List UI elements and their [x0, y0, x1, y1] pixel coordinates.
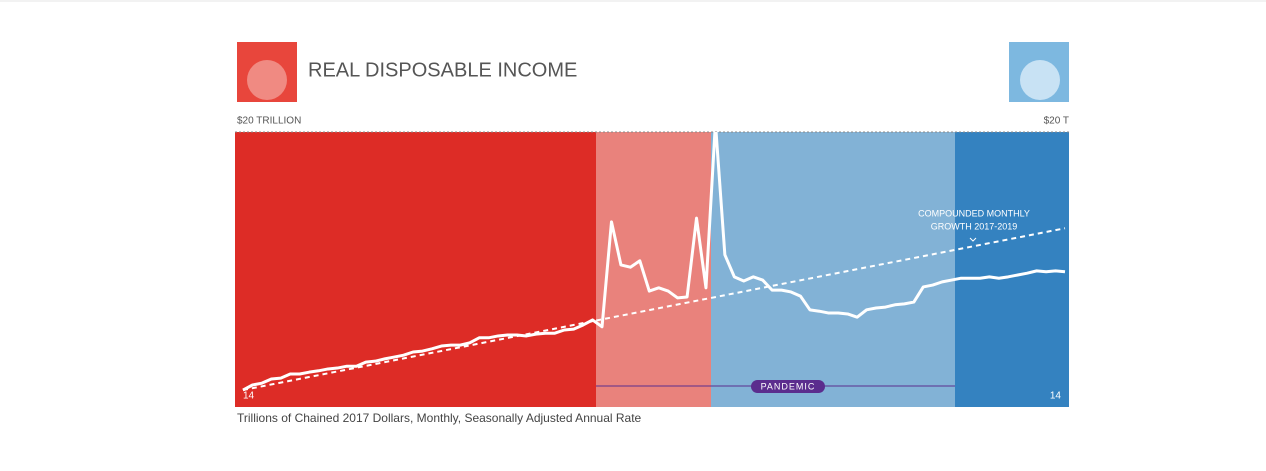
y-tick-label: $20 TRILLION	[237, 116, 301, 127]
region-biden-pandemic	[711, 132, 955, 407]
data-line	[242, 132, 1066, 392]
footnote: Trillions of Chained 2017 Dollars, Month…	[237, 411, 642, 425]
trend-line	[242, 227, 1066, 392]
chart-title: REAL DISPOSABLE INCOME	[308, 59, 577, 81]
region-trump-pandemic	[596, 132, 711, 407]
y-tick-label: 14	[243, 391, 255, 402]
y2-tick-label: $20 T	[1044, 116, 1069, 127]
region-trump	[235, 132, 596, 407]
left-portrait-face	[247, 60, 287, 100]
region-biden	[955, 132, 1069, 407]
annotation: GROWTH 2017-2019	[931, 221, 1018, 231]
right-portrait-face	[1020, 60, 1060, 100]
y2-tick-label: 14	[1050, 391, 1062, 402]
period-label: PANDEMIC	[761, 381, 816, 391]
annotation-arrow	[969, 237, 977, 242]
pandemic-pill	[751, 380, 825, 393]
annotation: COMPOUNDED MONTHLY	[918, 208, 1030, 218]
